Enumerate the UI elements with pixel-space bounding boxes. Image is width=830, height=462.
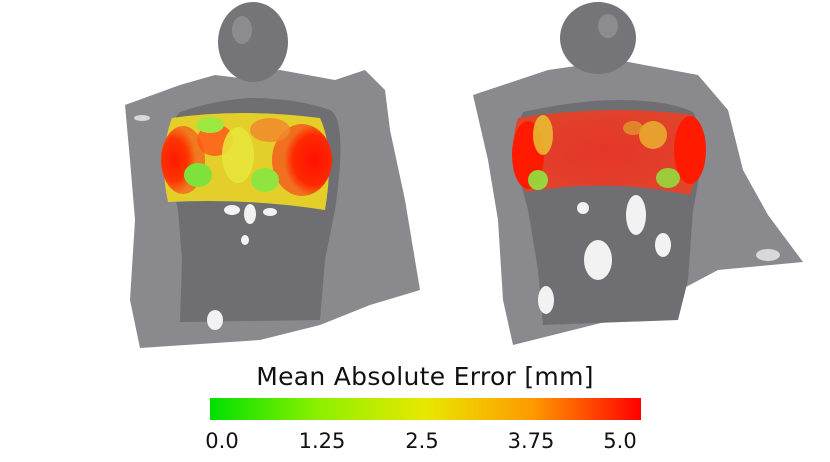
tick-label: 2.5: [405, 429, 439, 453]
error-heatmap-left: [161, 113, 332, 210]
tick-label: 3.75: [507, 429, 555, 453]
head: [560, 2, 636, 74]
error-heatmap-right: [512, 110, 706, 195]
tick-label: 1.25: [298, 429, 346, 453]
colorbar: [210, 398, 641, 420]
right-torso-render: [473, 2, 803, 345]
legend-title: Mean Absolute Error [mm]: [256, 362, 594, 391]
color-legend: Mean Absolute Error [mm] 0.0 1.25 2.5 3.…: [200, 362, 650, 462]
tick-label: 5.0: [603, 429, 637, 453]
tick-label: 0.0: [205, 429, 239, 453]
left-torso-render: [125, 2, 420, 348]
head: [218, 2, 288, 82]
